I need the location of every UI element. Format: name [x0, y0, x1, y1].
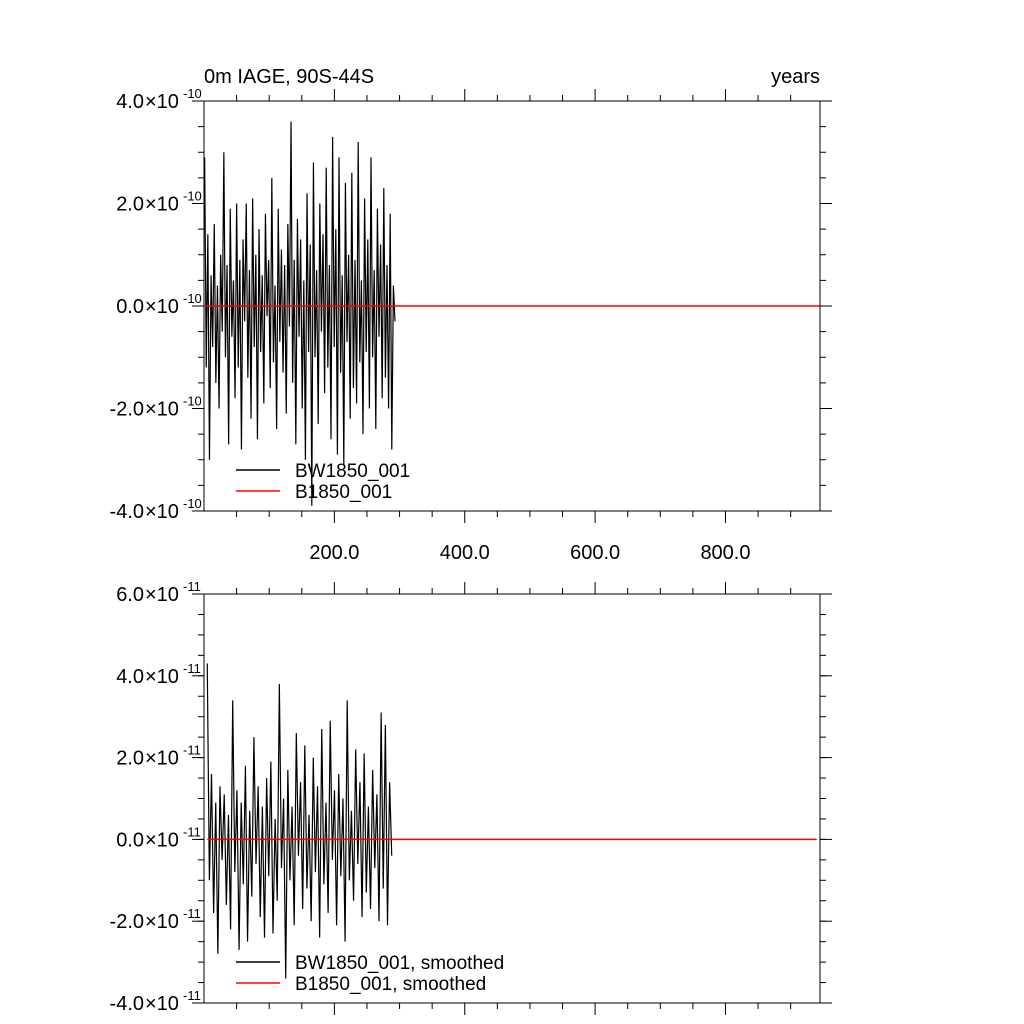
x-tick-label: 600.0 [570, 542, 620, 564]
y-tick-times: ×10 [145, 296, 179, 318]
y-tick-label: -4.0 [110, 501, 144, 523]
legend-label: BW1850_001, smoothed [295, 953, 504, 974]
y-tick-exponent: -11 [183, 824, 201, 839]
y-tick-exponent: -11 [183, 988, 201, 1003]
legend-label: BW1850_001 [295, 461, 410, 482]
y-tick-exponent: -11 [183, 743, 201, 758]
y-tick-times: ×10 [145, 829, 179, 851]
y-tick-times: ×10 [145, 748, 179, 770]
y-tick-exponent: -11 [183, 661, 201, 676]
y-tick-exponent: -10 [183, 189, 202, 204]
y-tick-times: ×10 [145, 501, 179, 523]
legend-label: B1850_001 [295, 482, 392, 503]
plot-frame [203, 593, 821, 1004]
y-tick-label: -2.0 [110, 399, 144, 421]
y-tick-label: 0.0 [116, 829, 144, 851]
top-series-group [204, 121, 820, 506]
bottom-axes: -4.0 ×10 -11-2.0 ×10 -110.0 ×10 -112.0 ×10 -114.… [110, 579, 832, 1015]
y-tick-times: ×10 [145, 91, 179, 113]
y-tick-label: 4.0 [116, 91, 144, 113]
y-tick-label: 4.0 [116, 666, 144, 688]
y-tick-times: ×10 [145, 194, 179, 216]
y-tick-times: ×10 [145, 666, 179, 688]
y-tick-times: ×10 [145, 911, 179, 933]
y-tick-exponent: -10 [183, 394, 202, 409]
y-tick-label: -2.0 [110, 911, 144, 933]
y-tick-times: ×10 [145, 993, 179, 1015]
bottom-panel: -4.0 ×10 -11-2.0 ×10 -110.0 ×10 -112.0 ×10 -114.… [110, 579, 832, 1015]
y-tick-times: ×10 [145, 584, 179, 606]
legend-label: B1850_001, smoothed [295, 974, 486, 995]
chart-title: 0m IAGE, 90S-44S [204, 66, 374, 88]
x-tick-label: 400.0 [440, 542, 490, 564]
y-tick-exponent: -11 [183, 906, 201, 921]
y-tick-label: 0.0 [116, 296, 144, 318]
y-tick-label: 2.0 [116, 194, 144, 216]
top-panel: 0m IAGE, 90S-44S years 200.0 400.0 600.0 80… [110, 66, 832, 564]
y-tick-label: 2.0 [116, 748, 144, 770]
y-tick-label: 6.0 [116, 584, 144, 606]
chart-title-right: years [771, 66, 820, 88]
y-tick-exponent: -11 [183, 579, 201, 594]
bottom-series-group [206, 663, 817, 979]
y-tick-exponent: -10 [183, 496, 202, 511]
y-tick-exponent: -10 [183, 291, 202, 306]
x-tick-label: 200.0 [309, 542, 359, 564]
y-tick-label: -4.0 [110, 993, 144, 1015]
y-tick-exponent: -10 [183, 86, 202, 101]
series-line-bw1850 [206, 663, 393, 979]
top-axes: 200.0 400.0 600.0 800.0-4.0 ×10 -10-2.0 ×10 -10… [110, 86, 832, 564]
x-tick-label: 800.0 [700, 542, 750, 564]
y-tick-times: ×10 [145, 399, 179, 421]
series-line-bw1850 [204, 121, 396, 506]
